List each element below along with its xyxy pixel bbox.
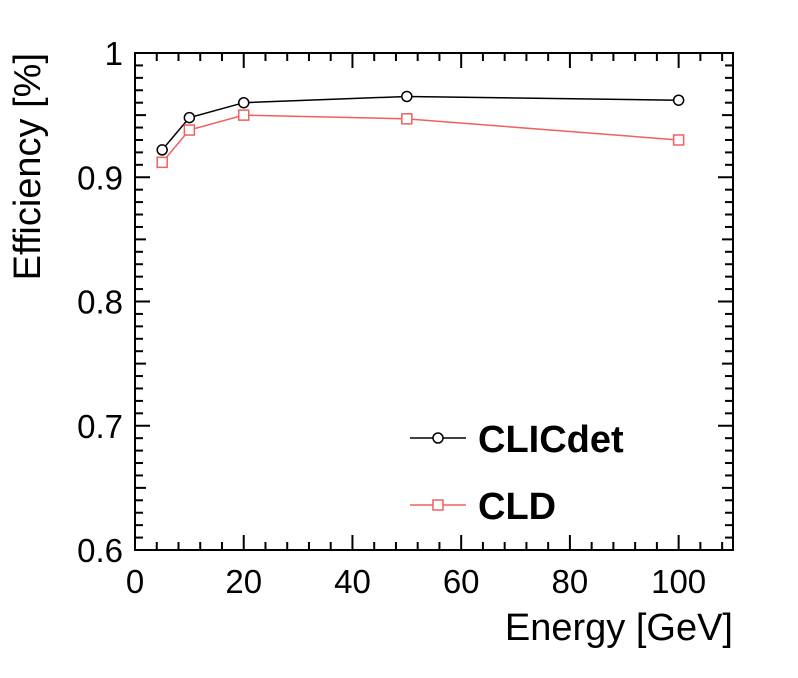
x-tick-label: 40 — [334, 563, 371, 600]
x-tick-label: 0 — [126, 563, 144, 600]
legend: CLICdet CLD — [410, 419, 624, 528]
y-tick-label: 1 — [105, 35, 123, 72]
y-tick-label: 0.6 — [77, 532, 123, 569]
series-clicdet — [156, 90, 685, 156]
x-tick-label: 100 — [651, 563, 706, 600]
x-tick-label: 60 — [443, 563, 480, 600]
axis-ticks: 0 20 40 60 80 100 0.6 0.7 0.8 0.9 1 — [77, 35, 733, 600]
x-tick-label: 80 — [552, 563, 589, 600]
y-tick-label: 0.7 — [77, 408, 123, 445]
data-point — [672, 94, 685, 106]
series-layer — [156, 90, 685, 169]
y-tick-label: 0.8 — [77, 284, 123, 321]
series-line — [161, 114, 679, 163]
legend-marker — [432, 499, 444, 511]
legend-item-clicdet: CLICdet — [410, 419, 624, 461]
data-point — [237, 109, 250, 121]
legend-label: CLICdet — [478, 419, 624, 461]
data-point — [401, 113, 413, 125]
data-point — [401, 90, 413, 103]
data-point — [183, 124, 196, 136]
legend-label: CLD — [478, 486, 556, 528]
data-point — [183, 111, 196, 124]
data-point — [237, 96, 250, 109]
series-cld — [156, 109, 685, 169]
legend-item-cld: CLD — [410, 486, 556, 528]
data-point — [672, 134, 685, 146]
data-point — [156, 144, 168, 156]
legend-marker — [432, 432, 444, 444]
x-tick-label: 20 — [225, 563, 262, 600]
y-tick-label: 0.9 — [77, 159, 123, 196]
plot-frame — [134, 52, 734, 551]
x-axis-title: Energy [GeV] — [505, 607, 733, 649]
data-point — [156, 156, 168, 169]
y-axis-title: Efficiency [%] — [7, 53, 49, 280]
